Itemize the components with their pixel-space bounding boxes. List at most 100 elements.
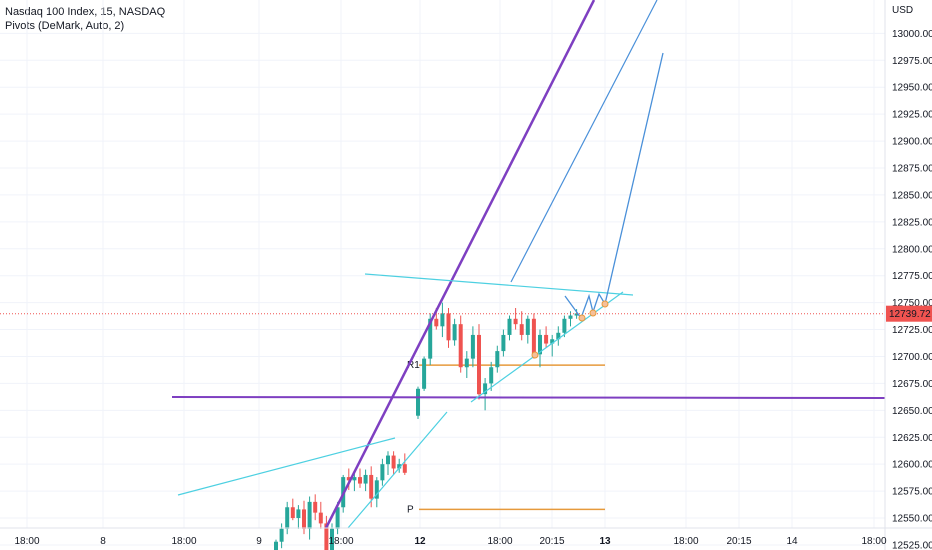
candle-body (428, 318, 433, 359)
steep-trend-line (324, 0, 596, 529)
time-tick-label: 20:15 (726, 536, 751, 547)
pivot-point-marker (578, 314, 586, 322)
chart-legend: Nasdaq 100 Index, 15, NASDAQ Pivots (DeM… (5, 5, 165, 33)
price-tick-label: 12775.00 (892, 271, 932, 282)
price-tick-label: 12625.00 (892, 433, 932, 444)
candle-body (513, 318, 518, 325)
candle-body (335, 507, 340, 529)
price-axis[interactable]: 12525.00 12550.00 12575.00 12600.00 12625.00… (884, 0, 932, 550)
candle-body (374, 480, 379, 499)
candle-body (422, 358, 427, 389)
candle-body (391, 455, 396, 469)
candle-body (477, 334, 481, 395)
candle-series (274, 302, 579, 550)
candle-body (550, 339, 555, 344)
candle-body (452, 324, 457, 341)
candle-body (458, 324, 463, 368)
time-tick-label: 18:00 (171, 536, 196, 547)
pivot-levels: R1 P (407, 360, 605, 515)
candle-body (402, 464, 407, 473)
candle-body (302, 509, 306, 529)
candle-body (279, 528, 284, 542)
trend-drawings[interactable] (0, 0, 886, 529)
time-tick-label: 18:00 (14, 536, 39, 547)
candle-body (397, 464, 402, 469)
rising-channel-lower (347, 411, 448, 529)
time-tick-label: 18:00 (328, 536, 353, 547)
horizontal-support-line (171, 396, 886, 399)
candle-body (489, 367, 494, 384)
candle-body (358, 477, 362, 484)
candle-body (519, 324, 524, 335)
symbol-title[interactable]: Nasdaq 100 Index, 15, NASDAQ (5, 6, 166, 18)
price-tick-label: 12800.00 (892, 244, 932, 255)
price-tick-label: 12700.00 (892, 352, 932, 363)
pivot-label-r1: R1 (407, 360, 420, 371)
candle-body (363, 474, 368, 484)
candle-body (416, 388, 420, 416)
candle-body (330, 528, 334, 550)
candle-body (274, 541, 278, 550)
candle-body (538, 334, 542, 355)
price-tick-label: 13000.00 (892, 29, 932, 40)
candle-body (434, 318, 439, 327)
price-tick-label: 12900.00 (892, 137, 932, 148)
candle-body (470, 334, 475, 359)
candle-body (386, 455, 390, 465)
last-price-badge (886, 305, 932, 322)
candle-body (318, 512, 323, 524)
candle-body (507, 318, 512, 335)
price-tick-label: 12575.00 (892, 487, 932, 498)
time-tick-label: 18:00 (861, 536, 886, 547)
candle-body (483, 383, 488, 395)
price-tick-label: 12825.00 (892, 217, 932, 228)
time-axis[interactable]: 18:00 8 18:00 9 18:00 12 18:00 20:15 13 18:00 20:1… (0, 527, 932, 547)
candle-body (380, 464, 385, 481)
candle-body (525, 318, 530, 335)
candle-body (313, 501, 318, 513)
candle-body (562, 318, 567, 333)
candle-body (568, 315, 573, 319)
projection-line-left (510, 0, 658, 283)
time-tick-label: 20:15 (539, 536, 564, 547)
candle-body (369, 474, 374, 499)
time-tick-label: 13 (599, 536, 611, 547)
price-tick-label: 12950.00 (892, 83, 932, 94)
price-tick-label: 12550.00 (892, 514, 932, 525)
time-tick-label: 18:00 (673, 536, 698, 547)
candle-body (495, 351, 500, 368)
triangle-upper-line (364, 273, 634, 296)
price-tick-label: 12600.00 (892, 460, 932, 471)
candle-body (556, 332, 561, 340)
candle-body (346, 477, 351, 481)
candle-body (544, 334, 549, 344)
pivot-point-marker (601, 300, 609, 308)
price-tick-label: 12675.00 (892, 379, 932, 390)
candle-body (352, 477, 357, 481)
indicator-title[interactable]: Pivots (DeMark, Auto, 2) (5, 20, 125, 32)
time-tick-label: 8 (100, 536, 106, 547)
candle-body (290, 507, 295, 519)
price-tick-label: 12975.00 (892, 56, 932, 67)
price-tick-label: 12875.00 (892, 164, 932, 175)
candle-body (324, 523, 329, 550)
triangle-lower-line (470, 291, 624, 403)
price-tick-label: 12725.00 (892, 325, 932, 336)
candle-body (464, 358, 469, 368)
candle-body (440, 313, 445, 327)
rising-channel-upper (177, 437, 396, 496)
pivot-label-p: P (407, 504, 414, 515)
pivot-point-marker (589, 309, 597, 317)
candle-body (574, 313, 579, 316)
time-tick-label: 14 (786, 536, 798, 547)
candle-body (531, 318, 536, 355)
price-tick-label: 12650.00 (892, 406, 932, 417)
currency-label: USD (892, 5, 913, 16)
time-tick-label: 9 (256, 536, 262, 547)
time-tick-label: 12 (414, 536, 426, 547)
candle-body (296, 509, 301, 519)
candle-body (446, 313, 451, 341)
candle-body (307, 501, 312, 529)
last-price-badge-text: 12739.72 (889, 309, 931, 320)
